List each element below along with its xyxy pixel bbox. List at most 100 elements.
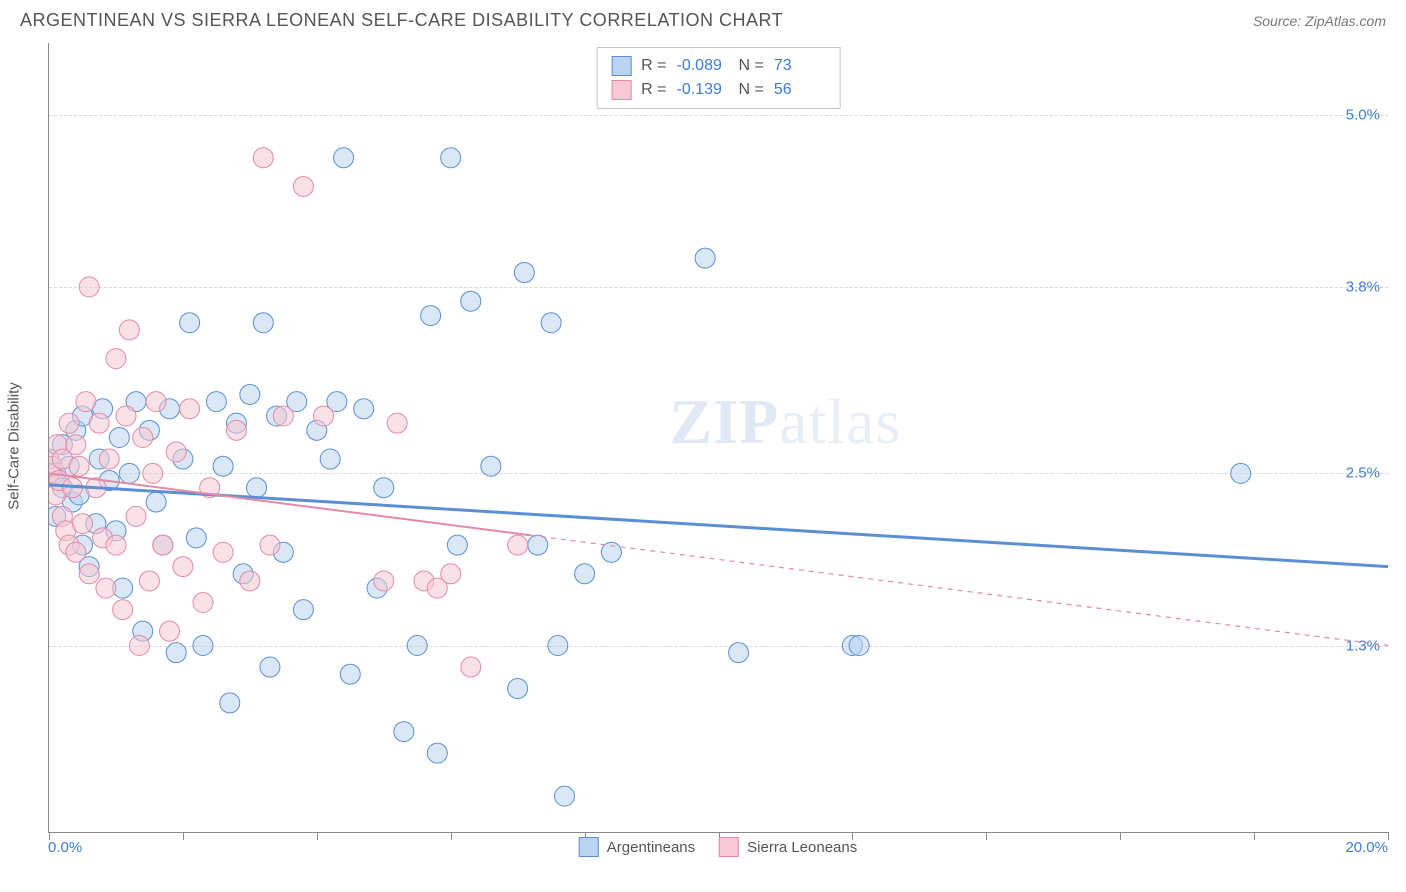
x-tick: [1388, 832, 1389, 840]
series-legend: ArgentineansSierra Leoneans: [579, 837, 857, 857]
scatter-point: [441, 564, 461, 584]
scatter-point: [213, 456, 233, 476]
x-axis-footer: 0.0% ArgentineansSierra Leoneans 20.0%: [48, 833, 1388, 863]
scatter-point: [143, 463, 163, 483]
stats-n-value: 73: [774, 57, 826, 75]
scatter-point: [180, 399, 200, 419]
scatter-point: [514, 263, 534, 283]
scatter-point: [427, 743, 447, 763]
scatter-point: [109, 428, 129, 448]
scatter-point: [166, 643, 186, 663]
scatter-point: [193, 592, 213, 612]
scatter-point: [146, 392, 166, 412]
scatter-point: [99, 449, 119, 469]
stats-r-label: R =: [641, 81, 666, 99]
scatter-point: [96, 578, 116, 598]
x-axis-max-label: 20.0%: [1345, 839, 1388, 856]
stats-n-label: N =: [739, 57, 764, 75]
stats-r-value: -0.139: [677, 81, 729, 99]
stats-r-value: -0.089: [677, 57, 729, 75]
scatter-point: [59, 413, 79, 433]
scatter-point: [76, 392, 96, 412]
scatter-point: [313, 406, 333, 426]
scatter-point: [240, 571, 260, 591]
scatter-point: [240, 384, 260, 404]
scatter-point: [106, 349, 126, 369]
scatter-point: [153, 535, 173, 555]
scatter-point: [66, 435, 86, 455]
scatter-point: [548, 636, 568, 656]
scatter-point: [334, 148, 354, 168]
scatter-point: [441, 148, 461, 168]
scatter-point: [220, 693, 240, 713]
scatter-point: [260, 535, 280, 555]
scatter-point: [206, 392, 226, 412]
scatter-point: [116, 406, 136, 426]
scatter-point: [447, 535, 467, 555]
scatter-point: [160, 621, 180, 641]
scatter-point: [253, 148, 273, 168]
legend-swatch: [719, 837, 739, 857]
scatter-point: [129, 636, 149, 656]
scatter-point: [113, 600, 133, 620]
scatter-point: [293, 176, 313, 196]
scatter-point: [79, 564, 99, 584]
stats-n-value: 56: [774, 81, 826, 99]
scatter-point: [407, 636, 427, 656]
scatter-point: [119, 320, 139, 340]
scatter-point: [508, 535, 528, 555]
chart-source: Source: ZipAtlas.com: [1253, 13, 1386, 29]
stats-n-label: N =: [739, 81, 764, 99]
scatter-point: [66, 542, 86, 562]
scatter-point: [139, 571, 159, 591]
chart-title: ARGENTINEAN VS SIERRA LEONEAN SELF-CARE …: [20, 10, 783, 31]
scatter-point: [461, 291, 481, 311]
scatter-point: [1231, 463, 1251, 483]
scatter-point: [528, 535, 548, 555]
source-prefix: Source:: [1253, 13, 1305, 29]
scatter-point: [481, 456, 501, 476]
chart-header: ARGENTINEAN VS SIERRA LEONEAN SELF-CARE …: [0, 0, 1406, 39]
scatter-point: [508, 679, 528, 699]
scatter-point: [186, 528, 206, 548]
scatter-point: [293, 600, 313, 620]
scatter-point: [340, 664, 360, 684]
scatter-point: [213, 542, 233, 562]
scatter-point: [374, 571, 394, 591]
legend-swatch: [579, 837, 599, 857]
stats-swatch: [611, 80, 631, 100]
stats-row: R = -0.139 N = 56: [611, 78, 826, 102]
legend-label: Sierra Leoneans: [747, 839, 857, 856]
scatter-point: [226, 420, 246, 440]
scatter-point: [79, 277, 99, 297]
plot-area: ZIPatlas R =-0.089N =73R =-0.139N =56 1.…: [48, 43, 1388, 833]
y-axis-label: Self-Care Disability: [6, 382, 23, 510]
scatter-point: [695, 248, 715, 268]
scatter-point: [69, 456, 89, 476]
x-axis-min-label: 0.0%: [48, 839, 82, 856]
scatter-point: [193, 636, 213, 656]
trend-line-dashed: [531, 535, 1388, 645]
scatter-point: [354, 399, 374, 419]
scatter-point: [575, 564, 595, 584]
scatter-point: [133, 428, 153, 448]
scatter-point: [119, 463, 139, 483]
trend-line-solid: [49, 485, 1388, 567]
scatter-point: [555, 786, 575, 806]
stats-r-label: R =: [641, 57, 666, 75]
scatter-point: [374, 478, 394, 498]
scatter-point: [89, 413, 109, 433]
scatter-point: [421, 306, 441, 326]
scatter-point: [729, 643, 749, 663]
scatter-point: [849, 636, 869, 656]
scatter-point: [146, 492, 166, 512]
scatter-point: [173, 557, 193, 577]
stats-swatch: [611, 56, 631, 76]
stats-row: R = -0.089 N = 73: [611, 54, 826, 78]
scatter-point: [461, 657, 481, 677]
legend-item: Sierra Leoneans: [719, 837, 857, 857]
scatter-point: [247, 478, 267, 498]
scatter-point: [541, 313, 561, 333]
scatter-point: [253, 313, 273, 333]
scatter-point: [387, 413, 407, 433]
